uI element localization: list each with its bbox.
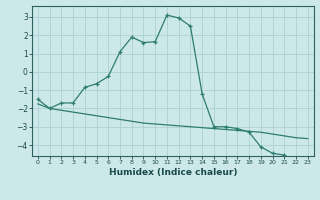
X-axis label: Humidex (Indice chaleur): Humidex (Indice chaleur): [108, 168, 237, 177]
